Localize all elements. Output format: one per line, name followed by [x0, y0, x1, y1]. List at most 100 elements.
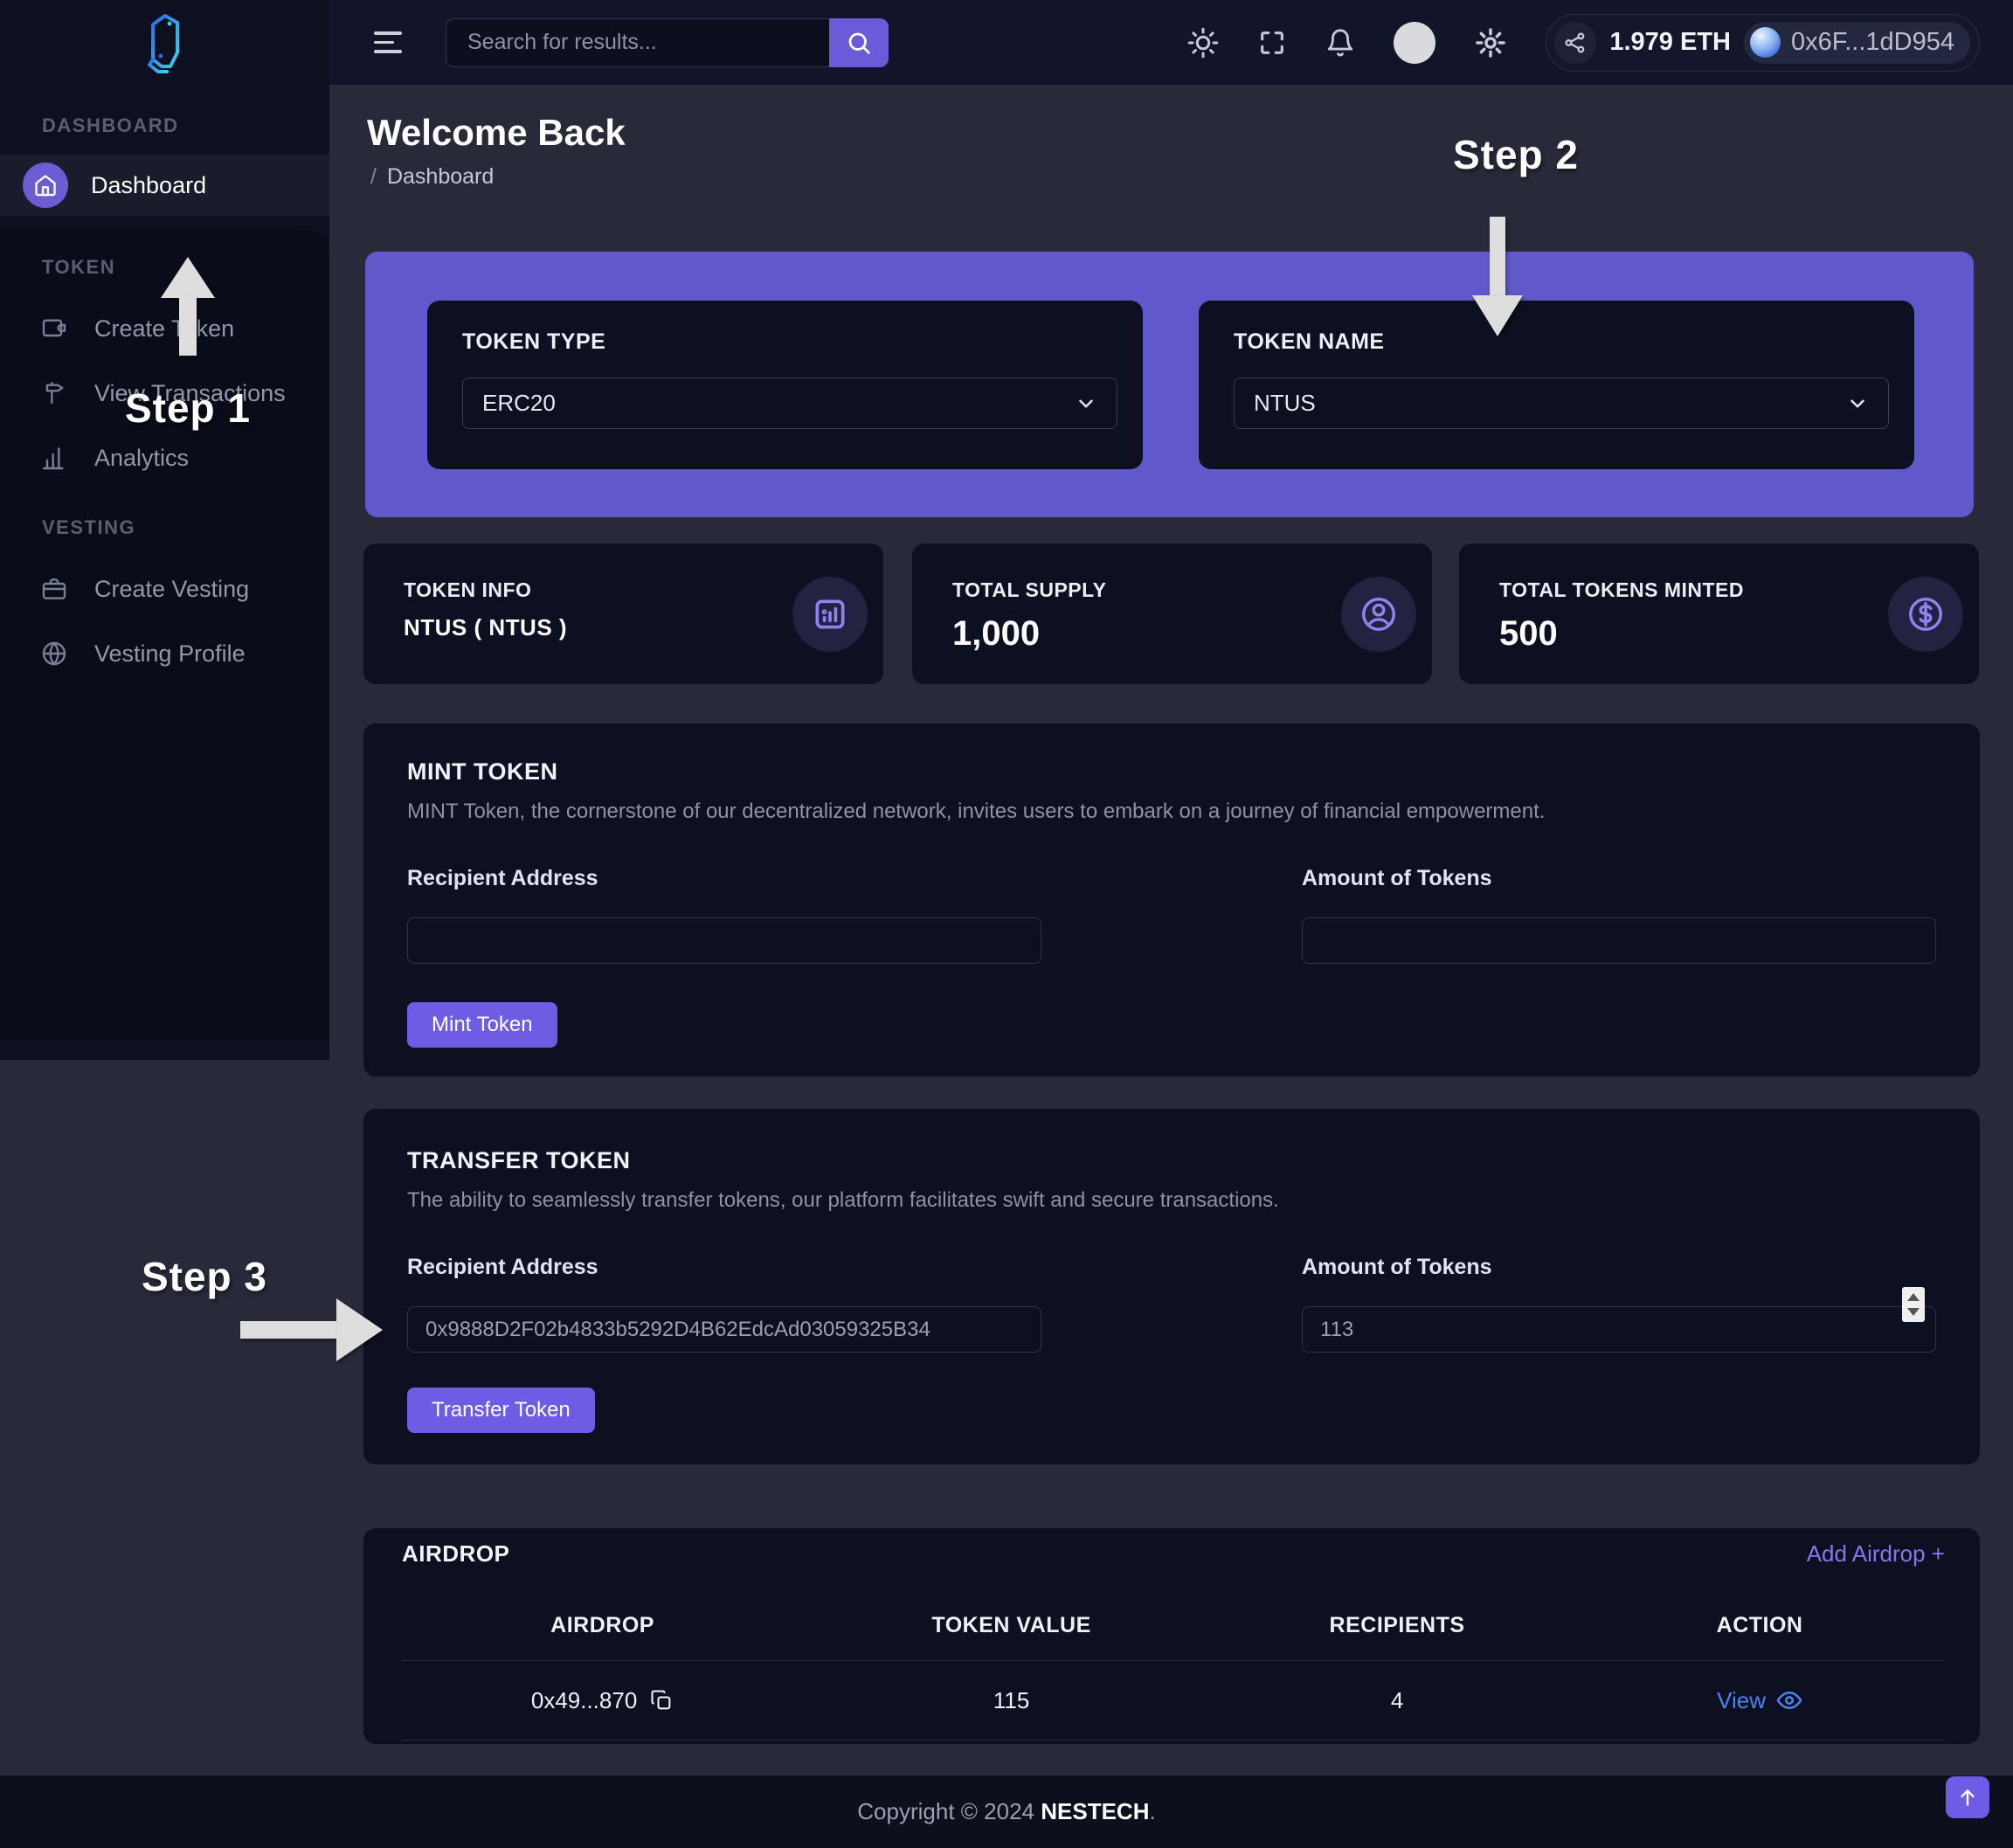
airdrop-title: AIRDROP: [402, 1540, 510, 1567]
mint-form: Recipient Address Amount of Tokens: [407, 866, 1936, 964]
token-type-select[interactable]: ERC20: [462, 377, 1117, 429]
sidebar-item-analytics[interactable]: Analytics: [0, 426, 329, 490]
token-name-select[interactable]: NTUS: [1234, 377, 1889, 429]
sidebar: DASHBOARD Dashboard TOKEN Create Token V…: [0, 0, 329, 1060]
chart-board-icon: [792, 577, 868, 652]
transfer-token-button[interactable]: Transfer Token: [407, 1388, 595, 1433]
globe-icon: [40, 640, 68, 668]
token-name-card: TOKEN NAME NTUS: [1199, 301, 1914, 469]
sidebar-item-view-transactions[interactable]: View Transactions: [0, 361, 329, 426]
sidebar-item-dashboard[interactable]: Dashboard: [0, 155, 329, 216]
sidebar-item-vesting-profile[interactable]: Vesting Profile: [0, 621, 329, 686]
table-row: 0x49...870 115 4 View: [402, 1661, 1945, 1740]
total-supply-value: 1,000: [952, 614, 1041, 653]
topbar: 1.979 ETH 0x6F...1dD954: [0, 0, 2013, 85]
transfer-title: TRANSFER TOKEN: [407, 1147, 631, 1173]
footer-copyright: Copyright © 2024 NESTECH.: [857, 1798, 1156, 1824]
total-minted-label: TOTAL TOKENS MINTED: [1499, 578, 1744, 601]
sidebar-panel: TOKEN Create Token View Transactions Ana…: [0, 230, 329, 1040]
sidebar-item-label: Create Vesting: [94, 575, 250, 602]
airdrop-table: AIRDROP TOKEN VALUE RECIPIENTS ACTION 0x…: [402, 1606, 1945, 1741]
theme-sun-icon[interactable]: [1187, 27, 1219, 59]
token-info-label: TOKEN INFO: [404, 578, 532, 601]
mint-description: MINT Token, the cornerstone of our decen…: [407, 799, 1546, 823]
copy-icon[interactable]: [649, 1688, 674, 1713]
sidebar-item-label: Analytics: [94, 444, 190, 471]
sidebar-item-label: View Transactions: [94, 379, 286, 406]
token-selector-banner: TOKEN TYPE ERC20 TOKEN NAME NTUS: [365, 252, 1974, 517]
stepper-down-icon[interactable]: [1907, 1308, 1920, 1316]
transfer-amount-input[interactable]: [1302, 1306, 1936, 1353]
recipients-cell: 4: [1390, 1686, 1404, 1713]
airdrop-address-cell: 0x49...870: [402, 1687, 803, 1714]
view-link[interactable]: View: [1717, 1687, 1802, 1714]
topbar-actions: 1.979 ETH 0x6F...1dD954: [1187, 13, 2013, 72]
sidebar-item-create-token[interactable]: Create Token: [0, 296, 329, 361]
step2-arrow-shaft: [1490, 217, 1505, 297]
sidebar-section-dashboard: DASHBOARD: [42, 114, 179, 136]
total-supply-label: TOTAL SUPPLY: [952, 578, 1107, 601]
token-info-value: NTUS ( NTUS ): [404, 614, 568, 640]
sidebar-section-vesting: VESTING: [42, 516, 136, 538]
mint-token-section: MINT TOKEN MINT Token, the cornerstone o…: [363, 723, 1980, 1076]
sidebar-section-token: TOKEN: [42, 256, 116, 278]
eth-balance: 1.979 ETH: [1609, 28, 1731, 56]
step3-arrow-shaft: [240, 1321, 338, 1339]
hamburger-menu-icon[interactable]: [374, 31, 402, 53]
transfer-recipient-label: Recipient Address: [407, 1255, 598, 1279]
mint-recipient-input[interactable]: [407, 917, 1041, 964]
col-airdrop: AIRDROP: [550, 1612, 654, 1637]
user-avatar[interactable]: [1394, 21, 1436, 64]
sidebar-item-create-vesting[interactable]: Create Vesting: [0, 557, 329, 621]
network-icon[interactable]: [1554, 21, 1597, 64]
stepper-up-icon[interactable]: [1907, 1293, 1920, 1301]
airdrop-table-header: AIRDROP TOKEN VALUE RECIPIENTS ACTION: [402, 1606, 1945, 1644]
chevron-down-icon: [1846, 392, 1869, 415]
scroll-to-top-button[interactable]: [1946, 1776, 1989, 1818]
home-icon: [23, 163, 68, 208]
search-input[interactable]: [446, 17, 829, 67]
search-box: [446, 17, 889, 67]
step3-annotation: Step 3: [141, 1254, 268, 1299]
settings-gear-icon[interactable]: [1474, 26, 1507, 59]
step1-arrow-shaft: [179, 296, 197, 356]
app-logo-icon[interactable]: [144, 12, 186, 73]
mint-amount-input[interactable]: [1302, 917, 1936, 964]
sidebar-item-label: Vesting Profile: [94, 640, 246, 667]
notifications-bell-icon[interactable]: [1325, 28, 1355, 58]
number-stepper[interactable]: [1902, 1287, 1925, 1322]
token-name-value: NTUS: [1254, 390, 1316, 416]
transfer-form: Recipient Address Amount of Tokens: [407, 1255, 1936, 1353]
wallet-identicon: [1749, 27, 1781, 58]
signpost-icon: [40, 379, 68, 407]
wallet-icon: [40, 315, 68, 343]
step1-annotation: Step 1: [124, 385, 252, 431]
token-value-cell: 115: [993, 1686, 1030, 1713]
step2-annotation: Step 2: [1452, 132, 1580, 177]
col-recipients: RECIPIENTS: [1329, 1612, 1465, 1637]
bar-chart-icon: [40, 444, 68, 472]
transfer-description: The ability to seamlessly transfer token…: [407, 1188, 1279, 1212]
total-minted-card: TOTAL TOKENS MINTED 500: [1459, 543, 1979, 684]
transfer-recipient-input[interactable]: [407, 1306, 1041, 1353]
token-type-label: TOKEN TYPE: [462, 329, 606, 354]
mint-amount-label: Amount of Tokens: [1302, 866, 1492, 890]
transfer-amount-label: Amount of Tokens: [1302, 1255, 1492, 1279]
briefcase-icon: [40, 575, 68, 603]
wallet-address-pill[interactable]: 0x6F...1dD954: [1743, 21, 1970, 64]
wallet-pill: 1.979 ETH 0x6F...1dD954: [1546, 13, 1980, 72]
sidebar-item-label: Create Token: [94, 315, 235, 342]
table-divider: [402, 1660, 1945, 1661]
mint-recipient-label: Recipient Address: [407, 866, 598, 890]
view-label: View: [1717, 1686, 1766, 1713]
fullscreen-icon[interactable]: [1257, 28, 1287, 58]
col-token-value: TOKEN VALUE: [931, 1612, 1091, 1637]
mint-token-button[interactable]: Mint Token: [407, 1002, 557, 1048]
transfer-token-section: TRANSFER TOKEN The ability to seamlessly…: [363, 1109, 1980, 1464]
logo-row: [0, 0, 329, 85]
eye-icon: [1776, 1687, 1802, 1713]
search-button[interactable]: [829, 17, 889, 67]
footer-brand: NESTECH: [1041, 1798, 1150, 1824]
breadcrumb-current[interactable]: Dashboard: [386, 164, 495, 189]
add-airdrop-link[interactable]: Add Airdrop +: [1806, 1540, 1945, 1567]
